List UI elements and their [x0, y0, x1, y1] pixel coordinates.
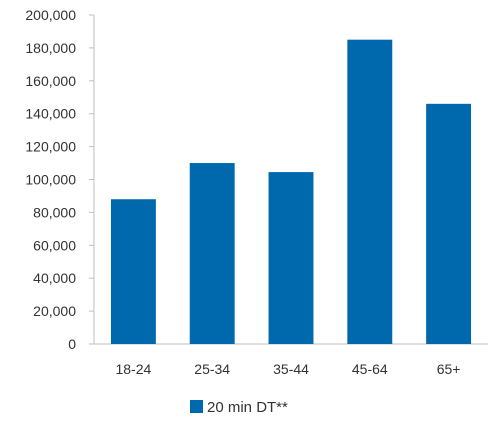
legend-label: 20 min DT** [207, 399, 288, 416]
x-tick-label: 25-34 [194, 361, 230, 377]
x-axis: 18-24 25-34 35-44 45-64 65+ [94, 343, 488, 377]
y-tick-label: 0 [68, 336, 76, 352]
y-tick-label: 120,000 [25, 139, 76, 155]
y-tick-label: 80,000 [33, 204, 76, 220]
y-tick-label: 40,000 [33, 270, 76, 286]
y-tick-label: 60,000 [33, 237, 76, 253]
bar-65+ [426, 103, 472, 344]
y-axis: 0 20,000 40,000 60,000 80,000 100,000 120,000 1… [25, 7, 95, 352]
y-tick-label: 180,000 [25, 40, 76, 56]
y-tick-label: 200,000 [25, 7, 76, 23]
bar-18-24 [110, 199, 156, 344]
bar-45-64 [347, 39, 393, 345]
x-tick-label: 35-44 [273, 361, 309, 377]
y-tick-label: 160,000 [25, 73, 76, 89]
x-tick-label: 18-24 [115, 361, 151, 377]
legend-swatch [190, 400, 203, 413]
y-tick-label: 100,000 [25, 172, 76, 188]
x-tick-label: 65+ [437, 361, 461, 377]
y-tick-label: 20,000 [33, 303, 76, 319]
bar-35-44 [268, 172, 314, 344]
legend: 20 min DT** [190, 399, 288, 416]
bar-25-34 [189, 163, 235, 344]
y-tick-label: 140,000 [25, 106, 76, 122]
bars [110, 39, 472, 345]
x-tick-label: 45-64 [352, 361, 388, 377]
